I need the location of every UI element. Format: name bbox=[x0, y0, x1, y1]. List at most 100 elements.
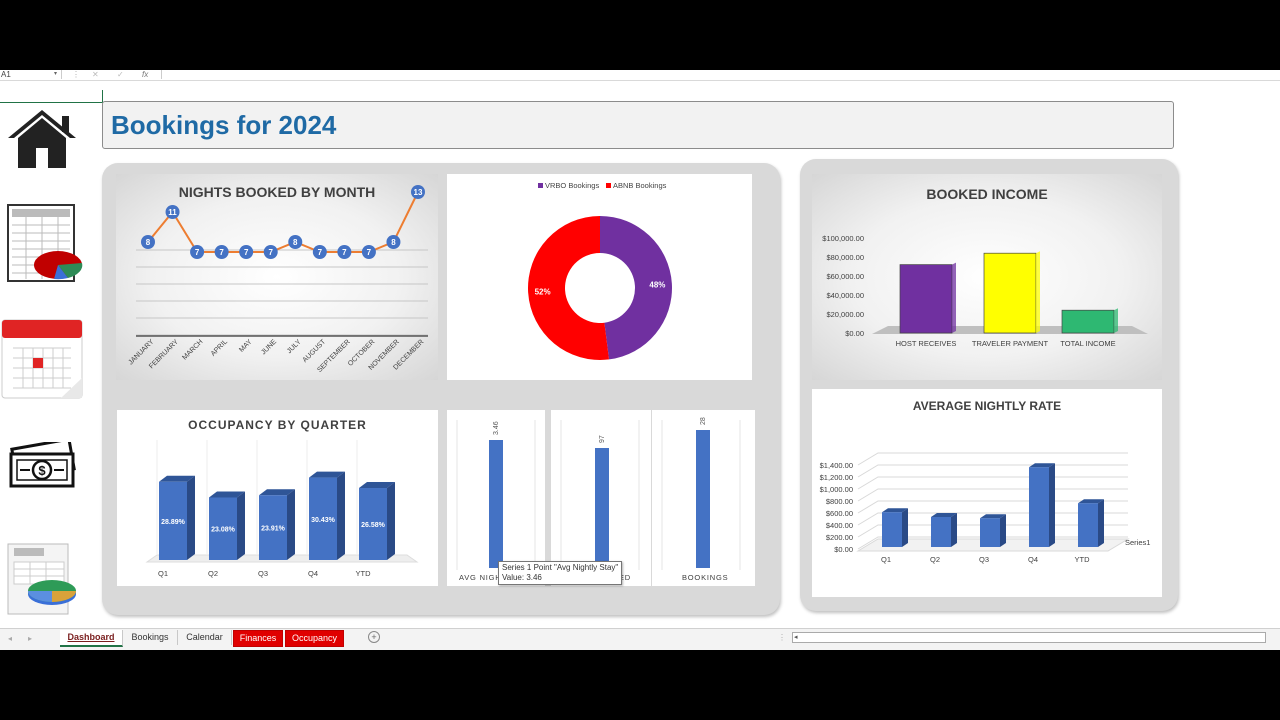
donut-slice bbox=[528, 216, 610, 360]
data-point bbox=[263, 245, 278, 259]
data-point bbox=[337, 245, 352, 259]
name-box-dropdown-icon[interactable]: ▾ bbox=[54, 71, 58, 77]
bar-side bbox=[951, 513, 957, 547]
occupancy-bar bbox=[309, 477, 337, 560]
series-label: Series1 bbox=[1125, 538, 1150, 547]
data-label: 7 bbox=[244, 248, 249, 257]
horizontal-scrollbar[interactable]: ◂ bbox=[792, 632, 1266, 643]
bar-side bbox=[1098, 499, 1104, 547]
mini-chart-svg: 28 BOOKINGS bbox=[661, 417, 741, 582]
bar-top bbox=[209, 491, 245, 498]
bar-side bbox=[1000, 514, 1006, 547]
tab-next-icon[interactable]: ▸ bbox=[28, 634, 33, 643]
formula-bar: A1 ▾ ⋮ ✕ ✓ fx bbox=[0, 70, 1280, 81]
data-label: 8 bbox=[391, 238, 396, 247]
tab-prev-icon[interactable]: ◂ bbox=[8, 634, 13, 643]
nights-booked-chart[interactable]: NIGHTS BOOKED BY MONTH 8 11 7 7 7 7 8 7 7 7 8 13 JAN… bbox=[116, 174, 438, 380]
scroll-left-icon[interactable]: ◂ bbox=[794, 634, 798, 641]
data-label: 3.46 bbox=[493, 421, 500, 435]
occupancy-bar bbox=[159, 481, 187, 560]
value-bar bbox=[696, 430, 710, 568]
mini-chart-svg: 97 ED bbox=[560, 420, 640, 582]
data-point bbox=[312, 245, 327, 259]
y-tick-label: $0.00 bbox=[834, 545, 853, 554]
tab-finances[interactable]: Finances bbox=[233, 630, 283, 647]
booked-income-chart[interactable]: BOOKED INCOME $100,000.00 $80,000.00 $60,0… bbox=[812, 174, 1162, 380]
slice-label: 48% bbox=[649, 280, 665, 289]
data-point bbox=[288, 235, 303, 249]
rate-bar bbox=[980, 518, 1000, 547]
rate-bar bbox=[882, 512, 902, 547]
data-point bbox=[141, 235, 155, 249]
data-label: 7 bbox=[342, 248, 347, 257]
table-pie-icon[interactable] bbox=[6, 542, 78, 616]
home-icon[interactable] bbox=[4, 106, 80, 170]
data-label: 7 bbox=[367, 248, 372, 257]
data-label: 26.58% bbox=[361, 522, 386, 529]
bar-top bbox=[309, 471, 345, 478]
data-point bbox=[361, 245, 376, 259]
bar-top bbox=[159, 475, 195, 482]
y-tick-label: $40,000.00 bbox=[826, 291, 864, 300]
x-tick-label: MARCH bbox=[181, 338, 204, 361]
bar-side bbox=[1049, 463, 1055, 547]
x-tick-label: BOOKINGS bbox=[682, 573, 728, 582]
tab-dashboard[interactable]: Dashboard bbox=[60, 630, 123, 647]
y-tick-label: $800.00 bbox=[826, 497, 853, 506]
money-icon[interactable]: $ bbox=[8, 442, 76, 498]
fx-icon[interactable]: fx bbox=[142, 70, 149, 79]
rate-bar bbox=[1029, 467, 1049, 547]
x-tick-label: ED bbox=[619, 573, 631, 582]
tab-bookings[interactable]: Bookings bbox=[123, 630, 178, 645]
data-label: 13 bbox=[414, 188, 423, 197]
check-icon[interactable]: ✓ bbox=[117, 70, 124, 79]
data-label: 11 bbox=[168, 208, 177, 217]
add-sheet-icon[interactable]: + bbox=[368, 631, 380, 643]
legend-label: ABNB Bookings bbox=[613, 181, 667, 190]
chart-title: AVERAGE NIGHTLY RATE bbox=[912, 399, 1062, 413]
svg-text:$: $ bbox=[38, 463, 46, 478]
occupancy-chart[interactable]: OCCUPANCY BY QUARTER 28.89% Q1 23.08% Q2 23.… bbox=[117, 410, 438, 586]
x-tick-label: Q2 bbox=[930, 555, 940, 564]
series-line bbox=[147, 191, 419, 253]
close-icon[interactable]: ✕ bbox=[92, 70, 99, 79]
x-tick-label: YTD bbox=[1075, 555, 1091, 564]
bar-side bbox=[1114, 308, 1118, 333]
occupancy-bar bbox=[259, 495, 287, 560]
sheet-tab-bar: ◂ ▸ Dashboard Bookings Calendar Finances… bbox=[0, 628, 1280, 650]
bar-side bbox=[1036, 251, 1040, 333]
avg-nightly-stay-chart[interactable]: 3.46 AVG NIGH bbox=[447, 410, 545, 586]
bookings-total-chart[interactable]: 28 BOOKINGS bbox=[652, 410, 755, 586]
data-label: 7 bbox=[219, 248, 224, 257]
data-label: 30.43% bbox=[311, 517, 336, 524]
chart-title: BOOKED INCOME bbox=[926, 186, 1048, 202]
formula-input[interactable] bbox=[161, 70, 1280, 79]
bar-top bbox=[259, 489, 295, 496]
bar-top bbox=[1078, 499, 1104, 504]
y-tick-label: $0.00 bbox=[845, 329, 864, 338]
selected-cell[interactable] bbox=[0, 90, 103, 103]
y-tick-label: $200.00 bbox=[826, 533, 853, 542]
occupancy-bar bbox=[359, 488, 387, 560]
tooltip-line: Series 1 Point "Avg Nightly Stay" bbox=[502, 563, 619, 572]
rate-bar bbox=[1078, 503, 1098, 547]
average-nightly-rate-chart[interactable]: AVERAGE NIGHTLY RATE $1,400.00 $1,200.00 $… bbox=[812, 389, 1162, 597]
x-tick-label: AVG NIGH bbox=[459, 573, 502, 582]
calendar-icon[interactable] bbox=[1, 318, 83, 400]
x-tick-label: Q1 bbox=[158, 569, 168, 578]
income-bar bbox=[1061, 309, 1115, 334]
name-box[interactable]: A1 bbox=[0, 70, 62, 79]
x-tick-label: YTD bbox=[356, 569, 372, 578]
spreadsheet-chart-icon[interactable] bbox=[6, 203, 84, 285]
data-label: 28.89% bbox=[161, 519, 186, 526]
tab-occupancy[interactable]: Occupancy bbox=[285, 630, 344, 647]
tab-calendar[interactable]: Calendar bbox=[178, 630, 232, 645]
donut-chart[interactable]: VRBO Bookings ABNB Bookings 48% 52% bbox=[447, 174, 752, 380]
y-tick-label: $1,200.00 bbox=[820, 473, 853, 482]
data-label: 97 bbox=[599, 435, 606, 443]
x-tick-label: JUNE bbox=[260, 338, 278, 356]
nights-booked-total-chart[interactable]: 97 ED bbox=[551, 410, 651, 586]
dashboard-title-bar: Bookings for 2024 bbox=[102, 101, 1174, 149]
slice-label: 52% bbox=[535, 288, 551, 297]
